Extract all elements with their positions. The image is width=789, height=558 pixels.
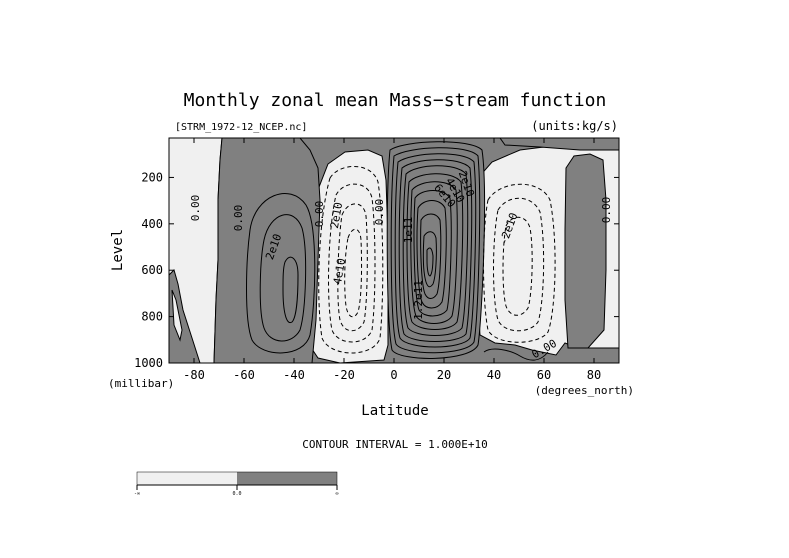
y-axis: 200 400 600 800 1000 — [134, 170, 619, 370]
colorbar-label: 0.0 — [232, 491, 241, 497]
y-axis-title: Level — [110, 229, 126, 271]
contour-near-surface — [483, 348, 549, 361]
colorbar-negative — [137, 472, 237, 485]
positive-region-sh — [213, 138, 321, 363]
y-tick-label: 800 — [141, 310, 163, 324]
contour-label: 1.2e11 — [412, 280, 425, 320]
polar-sliver — [171, 289, 183, 342]
colorbar-positive — [237, 472, 337, 485]
contour-neg-sh-5e10 — [344, 228, 363, 318]
contour-label: 0.00 — [600, 197, 613, 224]
contour-label: 0.00 — [189, 195, 202, 222]
colorbar-label: -∞ — [134, 491, 140, 497]
contour-interval-text: CONTOUR INTERVAL = 1.000E+10 — [302, 438, 487, 451]
x-axis: -80 -60 -40 -20 0 20 40 60 80 — [183, 138, 601, 382]
y-tick-label: 200 — [141, 170, 163, 184]
x-tick-label: 0 — [390, 368, 397, 382]
contour-neg-sh-2e10 — [318, 165, 384, 354]
y-tick-label: 400 — [141, 217, 163, 231]
contour-label: 2e10 — [328, 201, 345, 229]
colorbar-label: ∞ — [335, 491, 338, 497]
colorbar: -∞ 0.0 ∞ — [134, 471, 339, 497]
x-tick-label: -20 — [333, 368, 355, 382]
contour-label: 0.00 — [313, 201, 326, 228]
contour-sh-1e10 — [246, 193, 316, 354]
contour-neg-nh-2e10 — [493, 197, 545, 332]
contour-neg-sh-4e10 — [337, 203, 368, 332]
contour-neg-nh-1e10 — [483, 183, 556, 343]
contour-sh-3e10 — [282, 256, 299, 324]
contour-label: 4e10 — [331, 257, 348, 285]
units-label: (units:kg/s) — [531, 119, 618, 133]
x-axis-title: Latitude — [361, 403, 428, 419]
x-tick-label: 80 — [587, 368, 601, 382]
hadley-cell-contours — [390, 147, 481, 354]
x-tick-label: -60 — [233, 368, 255, 382]
y-tick-label: 1000 — [134, 356, 163, 370]
x-units-label: (degrees_north) — [535, 384, 634, 397]
negative-region-arctic-top — [499, 138, 619, 151]
x-tick-label: 40 — [487, 368, 501, 382]
contour-sh-2e10 — [259, 214, 307, 342]
contour-label: 0.00 — [232, 205, 245, 232]
contour-label: 0.00 — [373, 199, 386, 226]
negative-region-polar-north — [564, 153, 607, 349]
x-tick-label: -40 — [283, 368, 305, 382]
x-tick-label: 20 — [437, 368, 451, 382]
contour-field — [169, 138, 619, 363]
contour-neg-sh-3e10 — [328, 183, 376, 343]
y-units-label: (millibar) — [108, 377, 174, 390]
x-tick-label: 60 — [537, 368, 551, 382]
chart-title: Monthly zonal mean Mass−stream function — [184, 90, 607, 111]
x-tick-label: -80 — [183, 368, 205, 382]
y-tick-label: 600 — [141, 263, 163, 277]
file-label: [STRM_1972-12_NCEP.nc] — [175, 122, 307, 133]
contour-label: 1e11 — [402, 217, 415, 244]
contour-neg-nh-3e10 — [502, 216, 533, 316]
